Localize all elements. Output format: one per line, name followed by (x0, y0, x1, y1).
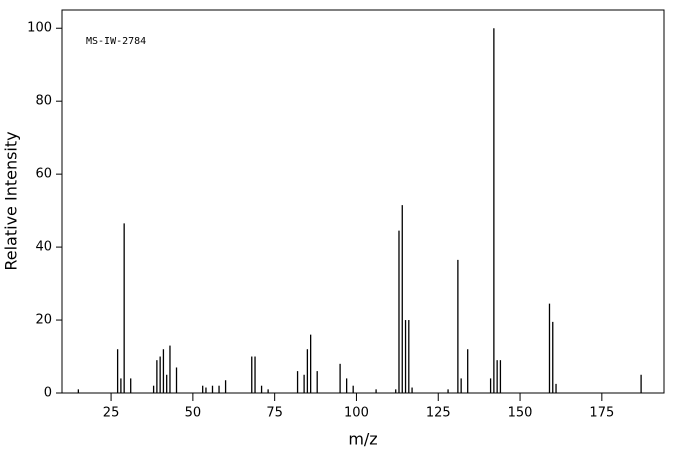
y-tick-label: 40 (35, 240, 52, 255)
x-tick-label: 25 (103, 406, 120, 421)
x-axis-label: m/z (348, 430, 377, 449)
y-tick-label: 0 (44, 386, 52, 401)
y-tick-label: 60 (35, 167, 52, 182)
x-tick-label: 75 (266, 406, 283, 421)
plot-frame (61, 9, 665, 394)
x-tick-label: 150 (508, 406, 533, 421)
x-tick-label: 50 (185, 406, 202, 421)
y-tick-label: 20 (35, 313, 52, 328)
y-tick-label: 100 (27, 21, 52, 36)
x-tick-label: 175 (589, 406, 614, 421)
annotation: MS-IW-2784 (86, 36, 146, 47)
y-tick-label: 80 (35, 94, 52, 109)
y-axis-label: Relative Intensity (2, 131, 21, 270)
x-tick-label: 125 (426, 406, 451, 421)
x-tick-label: 100 (344, 406, 369, 421)
